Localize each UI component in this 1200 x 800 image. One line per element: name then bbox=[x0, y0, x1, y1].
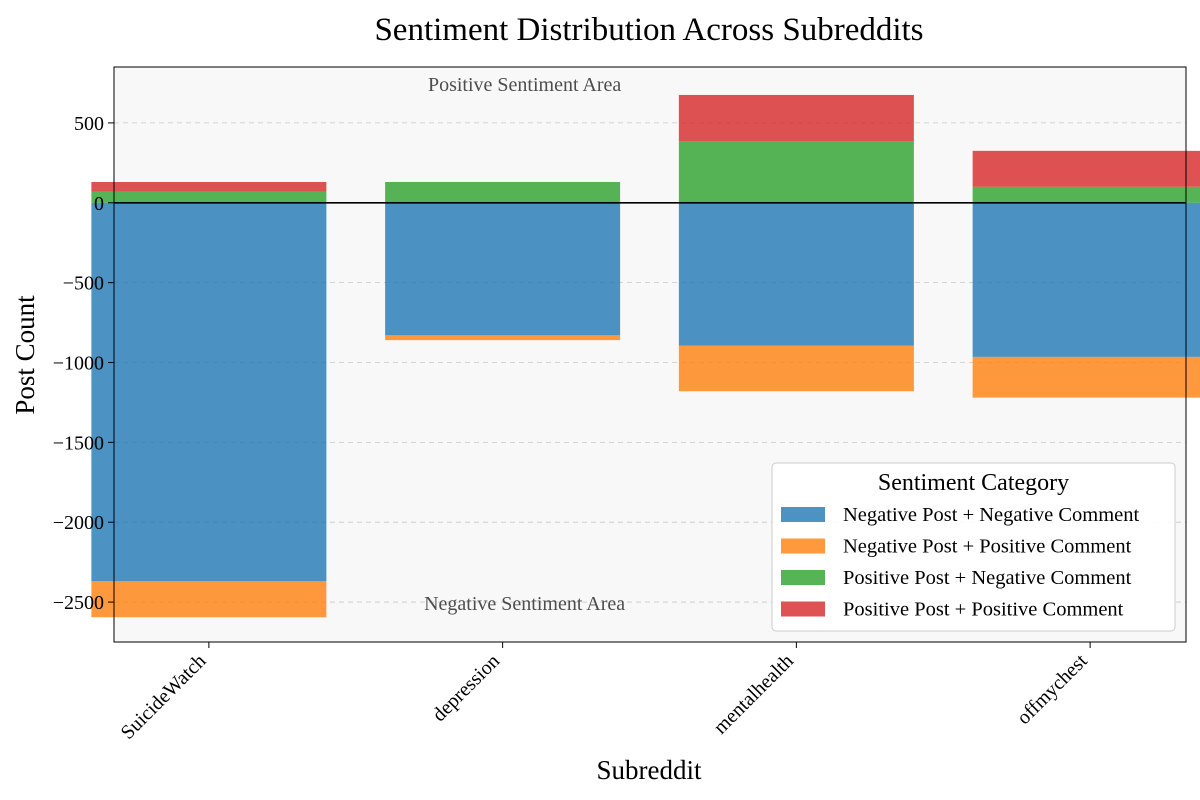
legend-swatch bbox=[781, 570, 825, 585]
bar-segment bbox=[385, 335, 621, 341]
bar-segment bbox=[91, 191, 327, 203]
legend-swatch bbox=[781, 601, 825, 617]
bar-segment bbox=[678, 202, 914, 346]
y-tick-label: −500 bbox=[63, 273, 104, 295]
bar-segment bbox=[91, 182, 327, 192]
positive-area-annotation: Positive Sentiment Area bbox=[428, 74, 621, 96]
legend-title: Sentiment Category bbox=[878, 470, 1069, 496]
legend: Sentiment Category Negative Post + Negati… bbox=[771, 462, 1176, 632]
y-axis: 500 0 −500 −1000 −1500 −2000 −2500 bbox=[53, 113, 114, 614]
negative-area-annotation: Negative Sentiment Area bbox=[424, 593, 625, 615]
y-tick-label: −1500 bbox=[53, 432, 104, 454]
chart-title: Sentiment Distribution Across Subreddits bbox=[374, 12, 923, 48]
legend-swatch bbox=[781, 507, 825, 522]
bar-segment bbox=[678, 94, 914, 142]
legend-swatch bbox=[781, 538, 825, 554]
bar-segment bbox=[91, 581, 327, 618]
y-tick-label: −2000 bbox=[53, 512, 104, 534]
bar-segment bbox=[385, 202, 621, 336]
legend-entry-label: Positive Post + Negative Comment bbox=[843, 567, 1132, 589]
bar-segment bbox=[972, 150, 1200, 187]
plot-frame bbox=[113, 66, 1187, 643]
bar-segment bbox=[972, 356, 1200, 398]
legend-entry-label: Negative Post + Positive Comment bbox=[843, 536, 1132, 558]
x-axis-label: Subreddit bbox=[597, 755, 702, 785]
y-tick-label: −2500 bbox=[53, 592, 104, 614]
y-tick-label: −1000 bbox=[53, 352, 104, 374]
legend-entry-label: Negative Post + Negative Comment bbox=[843, 504, 1140, 526]
legend-entry-label: Positive Post + Positive Comment bbox=[843, 599, 1124, 621]
bar-segment bbox=[972, 186, 1200, 203]
bars bbox=[91, 94, 1200, 618]
bar-segment bbox=[91, 202, 327, 582]
bar-segment bbox=[678, 141, 914, 203]
y-axis-label: Post Count bbox=[10, 295, 40, 415]
y-tick-label: 0 bbox=[94, 193, 104, 215]
bar-segment bbox=[385, 182, 621, 203]
legend-box bbox=[771, 462, 1176, 632]
bar-segment bbox=[972, 202, 1200, 357]
bar-segment bbox=[678, 345, 914, 392]
y-tick-label: 500 bbox=[74, 113, 104, 135]
